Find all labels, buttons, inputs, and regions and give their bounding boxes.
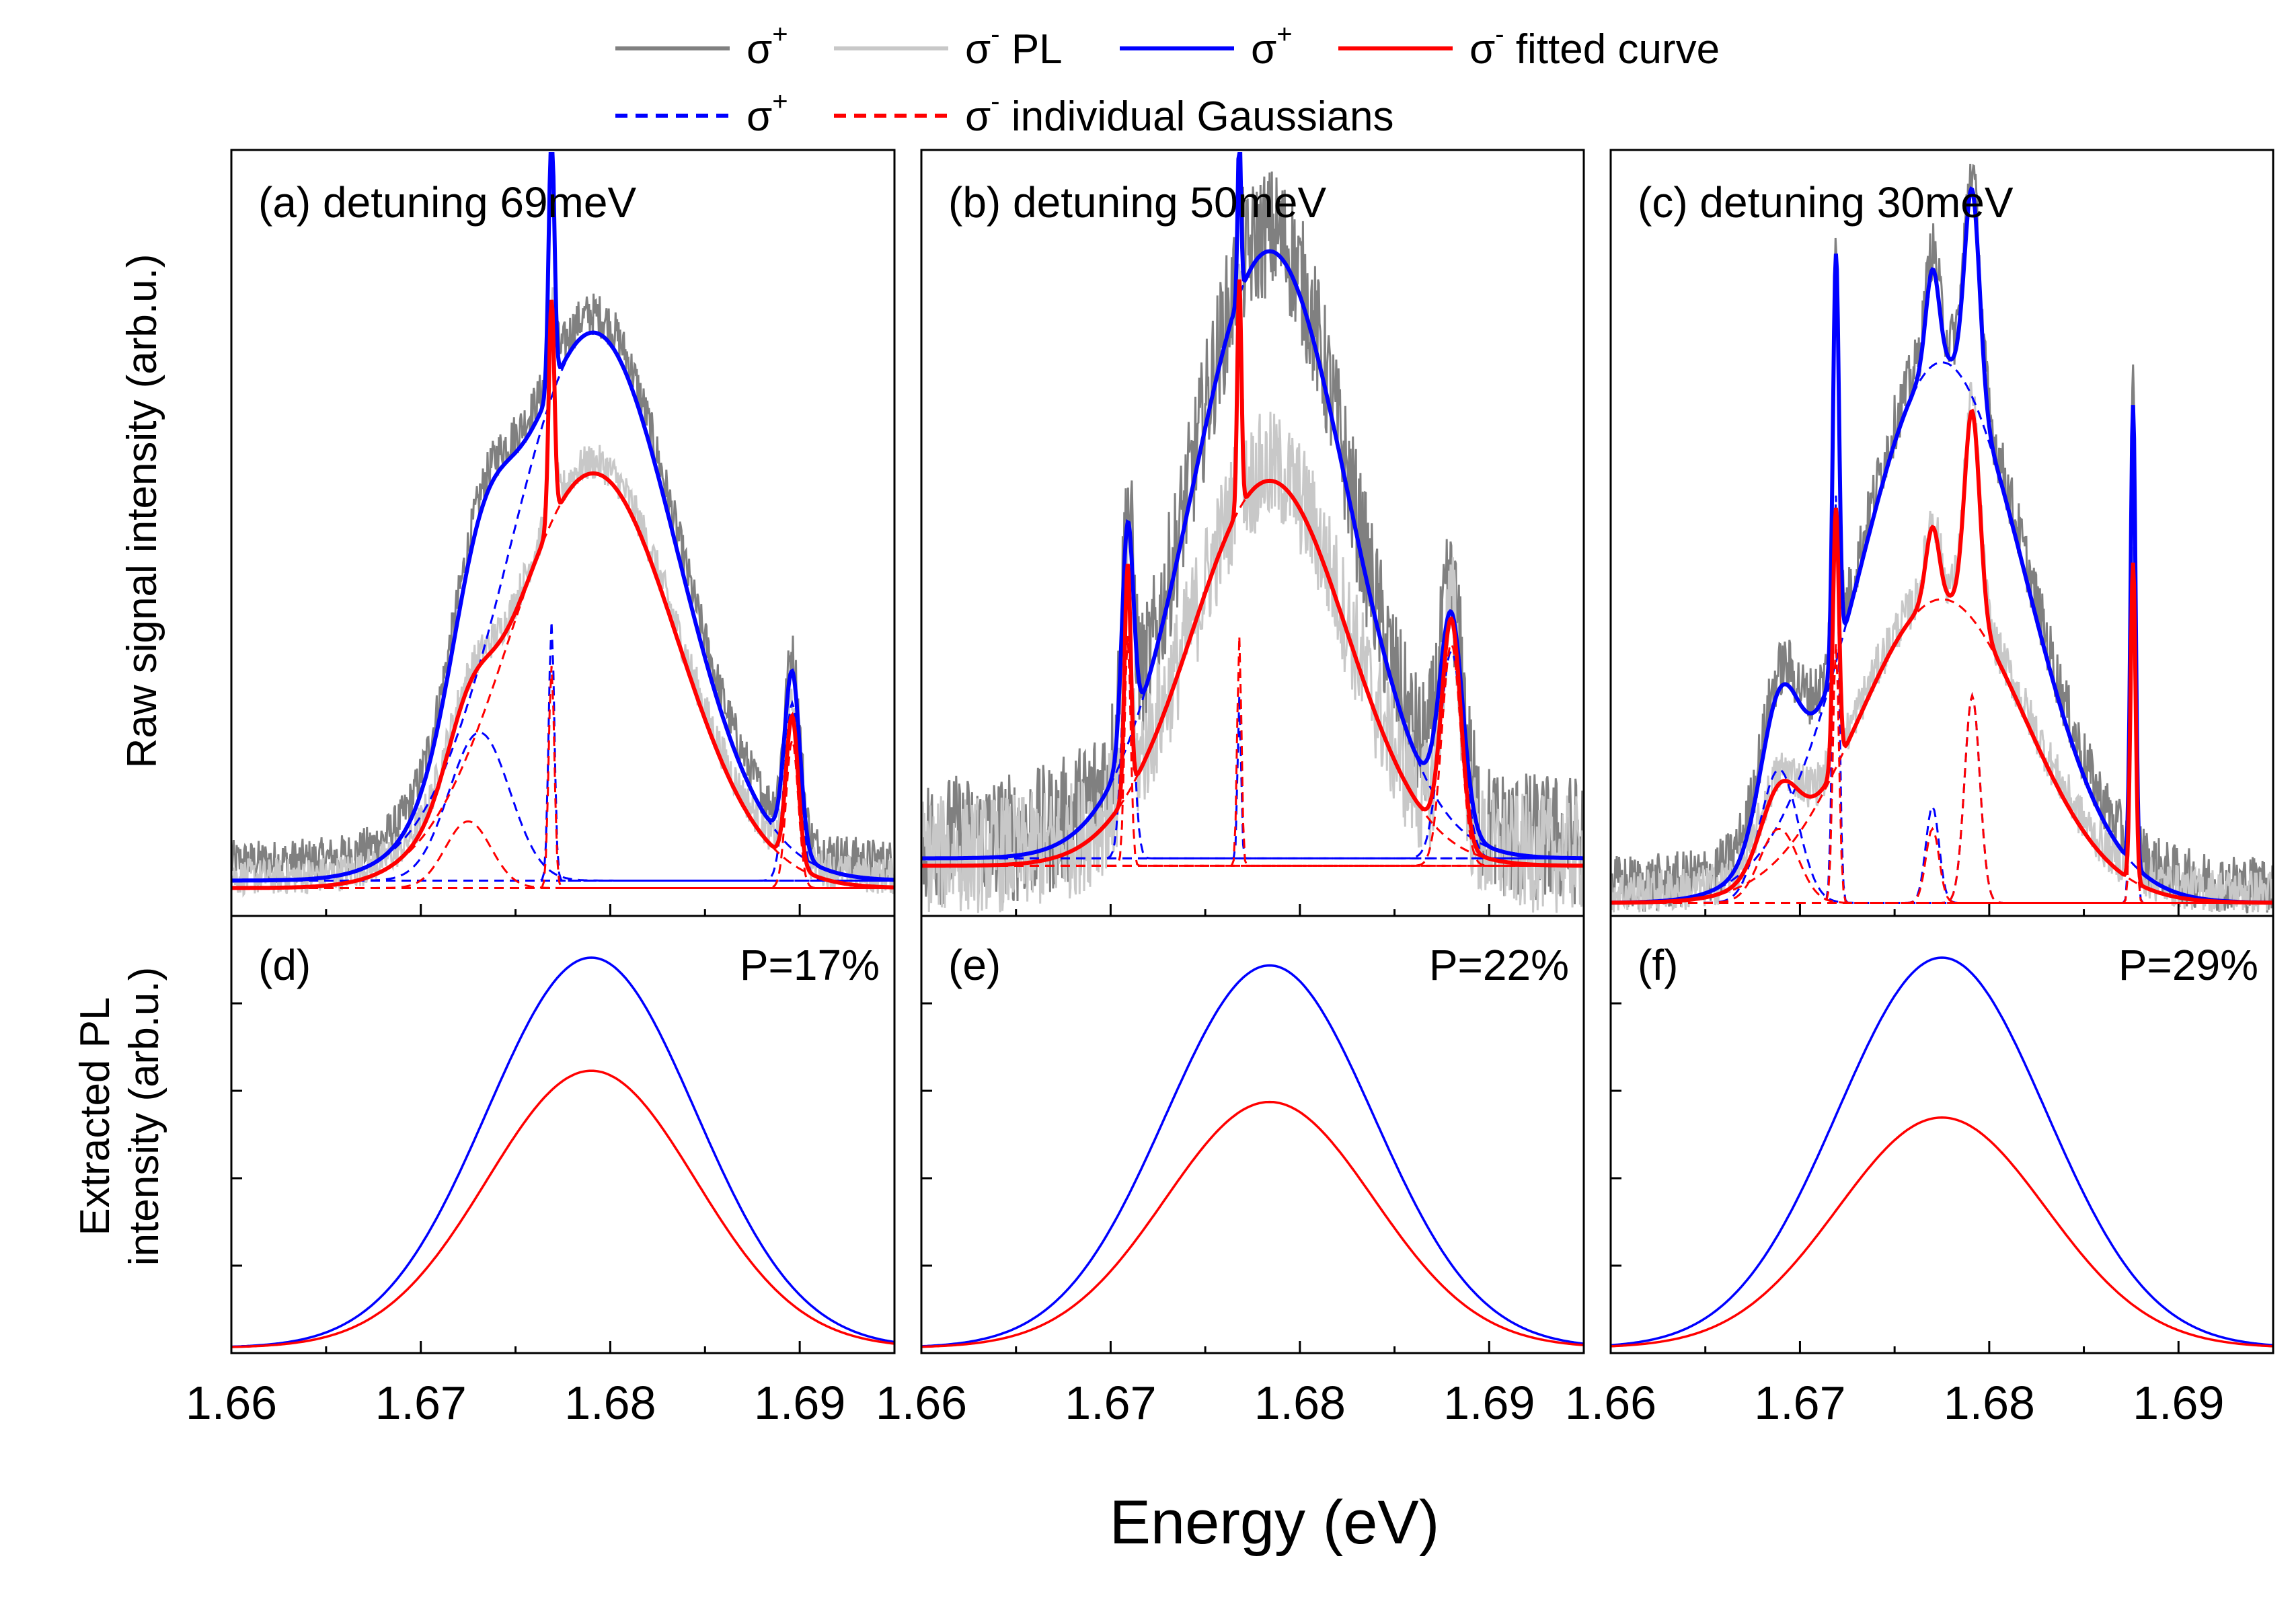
x-axis-label: Energy (eV) <box>1110 1488 1440 1557</box>
panel-c-title: (c) detuning 30meV <box>1638 178 2014 227</box>
legend-label-r1-3: σ- fitted curve <box>1469 20 1720 73</box>
panel-b-gaussian-sigma-minus-3 <box>921 641 1584 867</box>
legend-label-r1-1: σ- PL <box>965 20 1063 73</box>
panel-c-gaussian-sigma-plus-4 <box>1611 361 2273 904</box>
panel-b-gaussian-sigma-plus-2 <box>921 250 1584 859</box>
panel-c-gaussian-sigma-minus-5 <box>1611 584 2273 904</box>
panel-b-title: (b) detuning 50meV <box>948 178 1326 227</box>
panel-d: (d) P=17% <box>230 915 896 1354</box>
x-tick-label-2-2: 1.68 <box>1944 1377 2035 1429</box>
panel-b-raw-sigma-minus <box>921 264 1584 913</box>
legend-label-r1-2: σ+ <box>1251 20 1293 73</box>
panel-a-raw-sigma-plus <box>231 153 894 884</box>
panel-b-gaussian-sigma-plus-3 <box>921 649 1584 859</box>
panel-d-series-sigma-minus <box>231 1069 895 1348</box>
panel-a-fit-sigma-plus <box>231 152 894 883</box>
panel-c-frame <box>1609 149 2274 917</box>
panel-e-title: (e) <box>948 941 1001 989</box>
x-tick-label-2-1: 1.67 <box>1754 1377 1845 1429</box>
panel-d-polarization: P=17% <box>740 941 880 989</box>
y-axis-label-top: Raw signal intensity (arb.u.) <box>119 254 165 769</box>
x-tick-label-1-2: 1.68 <box>1254 1377 1346 1429</box>
panel-b-fit-sigma-minus <box>921 279 1584 868</box>
panel-a-gaussian-sigma-plus-2 <box>231 332 894 882</box>
legend-label-r2-0: σ+ <box>747 87 788 140</box>
y-axis-label-bottom-line1: Extracted PL <box>72 997 118 1236</box>
panel-f-series-sigma-plus <box>1610 956 2274 1347</box>
panel-f-title: (f) <box>1638 941 1678 989</box>
panel-f-frame <box>1609 915 2274 1354</box>
panel-c-raw-sigma-minus <box>1611 381 2273 913</box>
y-axis-label-bottom-line2: intensity (arb.u.) <box>121 967 167 1266</box>
x-tick-label-1-1: 1.67 <box>1065 1377 1156 1429</box>
x-tick-label-1-3: 1.69 <box>1443 1377 1535 1429</box>
x-tick-label-0-2: 1.68 <box>564 1377 656 1429</box>
panel-e-series-sigma-plus <box>921 964 1584 1348</box>
panel-f: (f) P=29% <box>1609 915 2274 1354</box>
panel-c-fit-sigma-minus <box>1611 408 2273 905</box>
x-tick-label-0-0: 1.66 <box>186 1377 277 1429</box>
panel-e: (e) P=22% <box>920 915 1585 1354</box>
panel-d-series-sigma-plus <box>231 956 895 1348</box>
panel-a-gaussian-sigma-minus-3 <box>231 736 894 889</box>
panel-e-polarization: P=22% <box>1429 941 1569 989</box>
panel-f-series-sigma-minus <box>1610 1116 2274 1348</box>
legend-label-r2-1: σ- individual Gaussians <box>965 87 1393 140</box>
panel-a: (a) detuning 69meV <box>230 149 896 917</box>
legend-label-r1-0: σ+ <box>747 20 788 73</box>
panel-a-frame <box>230 149 896 917</box>
panel-b-fit-sigma-plus <box>921 152 1584 861</box>
panel-e-frame <box>920 915 1585 1354</box>
panel-c: (c) detuning 30meV <box>1609 149 2274 917</box>
panel-b: (b) detuning 50meV <box>920 149 1585 917</box>
panel-a-title: (a) detuning 69meV <box>258 178 636 227</box>
x-tick-label-0-1: 1.67 <box>375 1377 467 1429</box>
panel-f-polarization: P=29% <box>2118 941 2258 989</box>
panel-c-fit-sigma-plus <box>1611 186 2273 905</box>
x-tick-label-2-0: 1.66 <box>1565 1377 1656 1429</box>
x-tick-label-2-3: 1.69 <box>2133 1377 2224 1429</box>
panel-d-frame <box>230 915 896 1354</box>
panel-a-raw-sigma-minus <box>231 287 894 898</box>
x-tick-labels: 1.66 1.67 1.68 1.69 1.66 1.67 1.68 1.69 1.66 1.67… <box>186 1377 2225 1429</box>
x-tick-label-0-3: 1.69 <box>754 1377 845 1429</box>
legend: σ+ σ- PL σ+ σ- fitted curve σ+ σ- individual … <box>615 20 1720 140</box>
panel-c-gaussian-sigma-plus-5 <box>1611 443 2273 904</box>
x-tick-label-1-0: 1.66 <box>876 1377 967 1429</box>
panel-a-fit-sigma-minus <box>231 299 894 890</box>
panel-e-series-sigma-minus <box>921 1100 1584 1348</box>
panel-d-title: (d) <box>258 941 311 989</box>
